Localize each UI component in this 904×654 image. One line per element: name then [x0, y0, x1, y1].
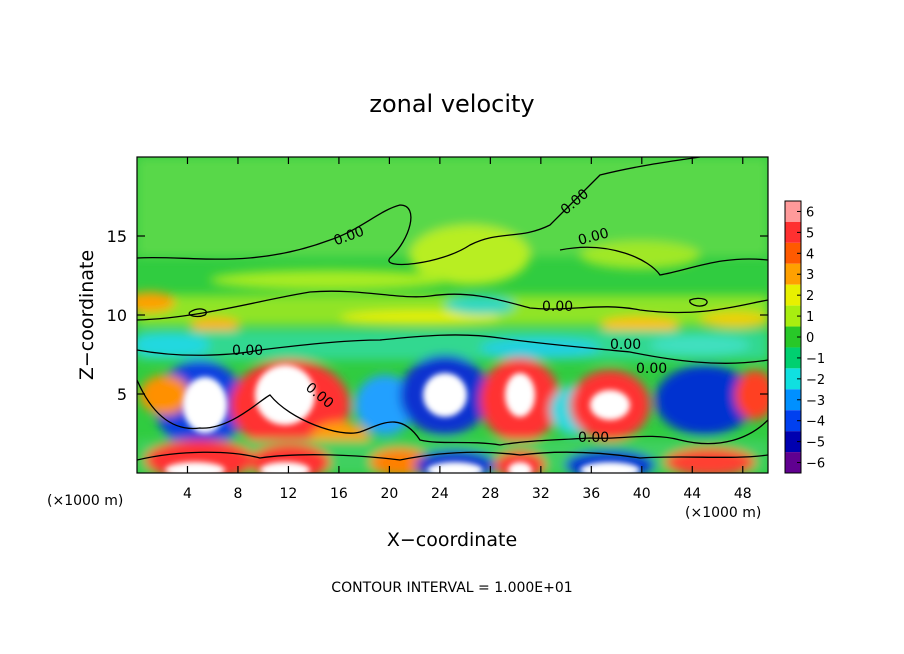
x-tick-label: 16 [330, 486, 348, 502]
colorbar-swatch [785, 201, 801, 222]
colorbar-label: 5 [806, 226, 814, 241]
colorbar-label: 0 [806, 331, 814, 346]
contour-label: 0.00 [636, 361, 667, 377]
colorbar-label: 4 [806, 247, 814, 262]
x-unit-label-right: (×1000 m) [685, 505, 761, 521]
colorbar-label: −2 [806, 373, 825, 388]
x-unit-label-left: (×1000 m) [47, 493, 123, 509]
heatmap-field [137, 157, 768, 473]
zero-contours [137, 157, 768, 461]
colorbar-swatch [785, 326, 801, 348]
colorbar-label: −5 [806, 436, 825, 451]
colorbar-swatch [785, 368, 801, 390]
colorbar-label: −3 [806, 394, 825, 409]
contour-label: 0.00 [610, 337, 641, 353]
x-tick-label: 20 [380, 486, 398, 502]
x-tick-label: 48 [734, 486, 752, 502]
x-tick-label: 12 [280, 486, 298, 502]
chart-title: zonal velocity [369, 90, 534, 118]
colorbar-label: 2 [806, 289, 814, 304]
colorbar-label: 6 [806, 205, 814, 220]
y-tick-label: 15 [107, 227, 127, 246]
y-axis-title: Z−coordinate [76, 250, 98, 380]
colorbar-swatch [785, 263, 801, 285]
y-tick-label: 10 [107, 306, 127, 325]
contour-label: 0.00 [232, 343, 263, 359]
y-axis: 5 10 15 [107, 227, 768, 404]
colorbar-label: −1 [806, 352, 825, 367]
colorbar-swatch [785, 242, 801, 264]
colorbar-swatch [785, 305, 801, 327]
contour-label: 0.00 [576, 225, 610, 249]
colorbar-label: 3 [806, 268, 814, 283]
colorbar-swatch [785, 221, 801, 243]
x-tick-label: 40 [633, 486, 651, 502]
y-tick-label: 5 [117, 385, 127, 404]
colorbar-swatch [785, 410, 801, 432]
x-tick-label: 8 [233, 486, 242, 502]
x-tick-label: 24 [431, 486, 449, 502]
colorbar-label: −4 [806, 415, 825, 430]
x-axis: 4 8 12 16 20 24 28 32 36 40 44 48 [183, 157, 752, 502]
x-tick-label: 4 [183, 486, 192, 502]
x-tick-label: 44 [683, 486, 701, 502]
x-tick-label: 28 [481, 486, 499, 502]
contour-label: 0.00 [542, 299, 573, 315]
x-tick-label: 32 [532, 486, 550, 502]
colorbar-swatch [785, 347, 801, 369]
colorbar-label: −6 [806, 457, 825, 472]
colorbar-label: 1 [806, 310, 814, 325]
colorbar: 6 5 4 3 2 1 0 −1 −2 −3 −4 −5 −6 [784, 200, 825, 474]
colorbar-swatch [785, 389, 801, 411]
contour-label: 0.00 [578, 430, 609, 446]
colorbar-swatch [785, 431, 801, 453]
colorbar-swatch [785, 284, 801, 306]
x-tick-label: 36 [582, 486, 600, 502]
x-axis-title: X−coordinate [387, 529, 517, 551]
contour-interval-note: CONTOUR INTERVAL = 1.000E+01 [331, 580, 572, 596]
colorbar-swatch [785, 452, 801, 473]
